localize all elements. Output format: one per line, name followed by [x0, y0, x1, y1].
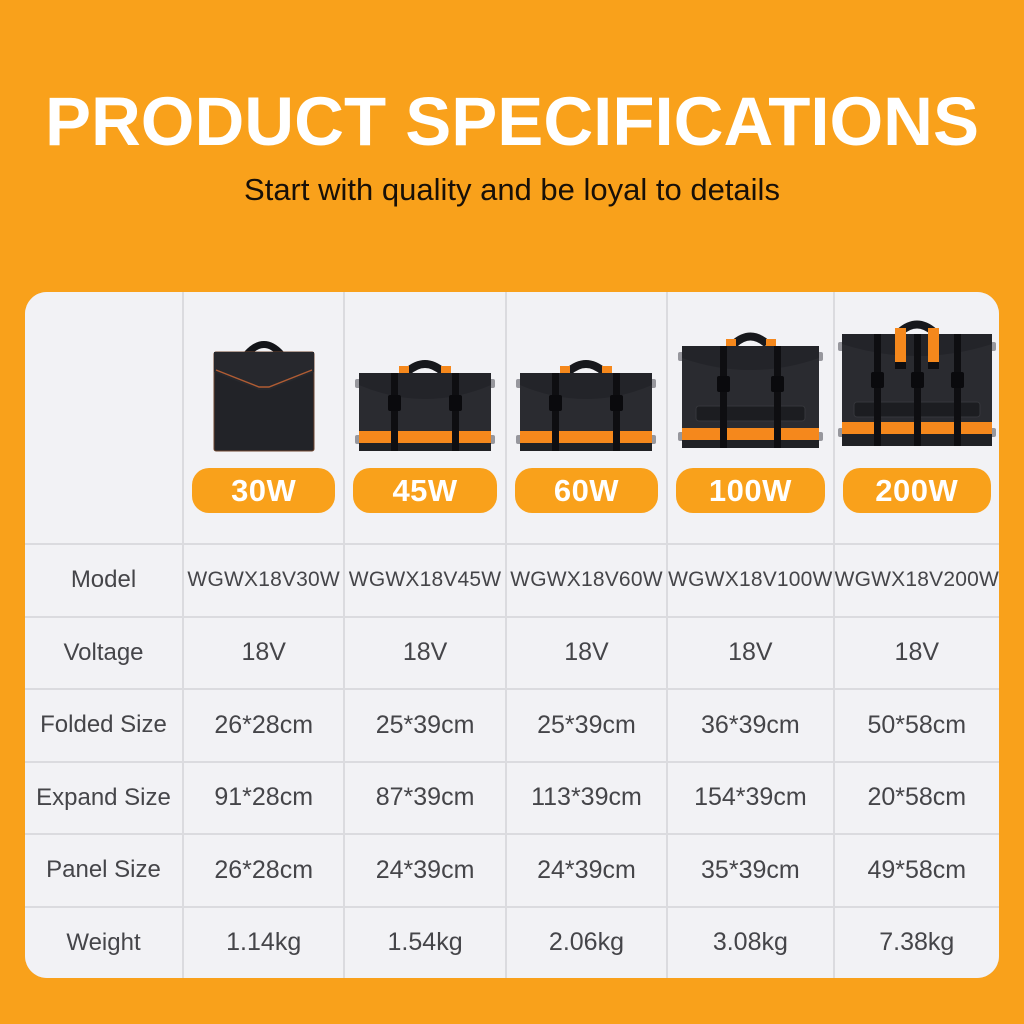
spec-value-voltage-100w: 18V — [668, 617, 833, 688]
page-subtitle: Start with quality and be loyal to detai… — [244, 171, 780, 207]
spec-value-panel-size-200w: 49*58cm — [834, 835, 999, 906]
spec-value-expand-size-45w: 87*39cm — [345, 762, 505, 833]
spec-value-panel-size-30w: 26*28cm — [184, 835, 344, 906]
row-label-panel-size: Panel Size — [25, 835, 182, 906]
folded-solar-panel-bag-45w-image — [345, 292, 504, 468]
spec-value-model-45w: WGWX18V45W — [345, 545, 505, 616]
folded-solar-panel-bag-30w-image — [184, 292, 343, 468]
spec-value-folded-size-60w: 25*39cm — [506, 690, 667, 761]
row-label-expand-size: Expand Size — [25, 762, 182, 833]
spec-value-panel-size-60w: 24*39cm — [506, 835, 667, 906]
spec-value-expand-size-30w: 91*28cm — [184, 762, 344, 833]
row-label-folded-size: Folded Size — [25, 690, 182, 761]
spec-value-voltage-45w: 18V — [345, 617, 505, 688]
spec-table: 30W — [25, 292, 999, 978]
wattage-badge-100w: 100W — [676, 468, 825, 513]
spec-value-voltage-30w: 18V — [184, 617, 344, 688]
spec-value-weight-200w: 7.38kg — [834, 907, 999, 978]
spec-value-voltage-200w: 18V — [834, 617, 999, 688]
product-column-100w: 100W — [668, 292, 833, 543]
spec-value-model-200w: WGWX18V200W — [834, 545, 999, 616]
row-label-weight: Weight — [25, 907, 182, 978]
spec-value-weight-100w: 3.08kg — [668, 907, 833, 978]
spec-value-panel-size-45w: 24*39cm — [345, 835, 505, 906]
folded-solar-panel-bag-200w-image — [835, 292, 999, 468]
page-title: PRODUCT SPECIFICATIONS — [44, 83, 980, 160]
spec-value-folded-size-200w: 50*58cm — [834, 690, 999, 761]
spec-value-model-30w: WGWX18V30W — [184, 545, 344, 616]
wattage-badge-200w: 200W — [842, 468, 991, 513]
row-label-voltage: Voltage — [25, 617, 182, 688]
spec-value-weight-30w: 1.14kg — [184, 907, 344, 978]
spec-value-voltage-60w: 18V — [506, 617, 667, 688]
product-column-60w: 60W — [506, 292, 667, 543]
spec-value-expand-size-60w: 113*39cm — [506, 762, 667, 833]
spec-value-model-100w: WGWX18V100W — [668, 545, 833, 616]
wattage-badge-30w: 30W — [192, 468, 336, 513]
product-column-30w: 30W — [184, 292, 344, 543]
product-column-200w: 200W — [834, 292, 999, 543]
corner-empty-cell — [25, 292, 182, 543]
spec-value-weight-60w: 2.06kg — [506, 907, 667, 978]
wattage-badge-60w: 60W — [514, 468, 659, 513]
product-column-45w: 45W — [345, 292, 505, 543]
spec-value-model-60w: WGWX18V60W — [506, 545, 667, 616]
spec-value-folded-size-45w: 25*39cm — [345, 690, 505, 761]
row-label-model: Model — [25, 545, 182, 616]
spec-table-card: 30W — [25, 292, 999, 978]
spec-value-expand-size-200w: 20*58cm — [834, 762, 999, 833]
spec-value-expand-size-100w: 154*39cm — [668, 762, 833, 833]
page-header: PRODUCT SPECIFICATIONS Start with qualit… — [0, 0, 1024, 208]
folded-solar-panel-bag-60w-image — [507, 292, 666, 468]
spec-value-panel-size-100w: 35*39cm — [668, 835, 833, 906]
folded-solar-panel-bag-100w-image — [668, 292, 832, 468]
spec-value-weight-45w: 1.54kg — [345, 907, 505, 978]
spec-value-folded-size-100w: 36*39cm — [668, 690, 833, 761]
wattage-badge-45w: 45W — [353, 468, 497, 513]
spec-value-folded-size-30w: 26*28cm — [184, 690, 344, 761]
